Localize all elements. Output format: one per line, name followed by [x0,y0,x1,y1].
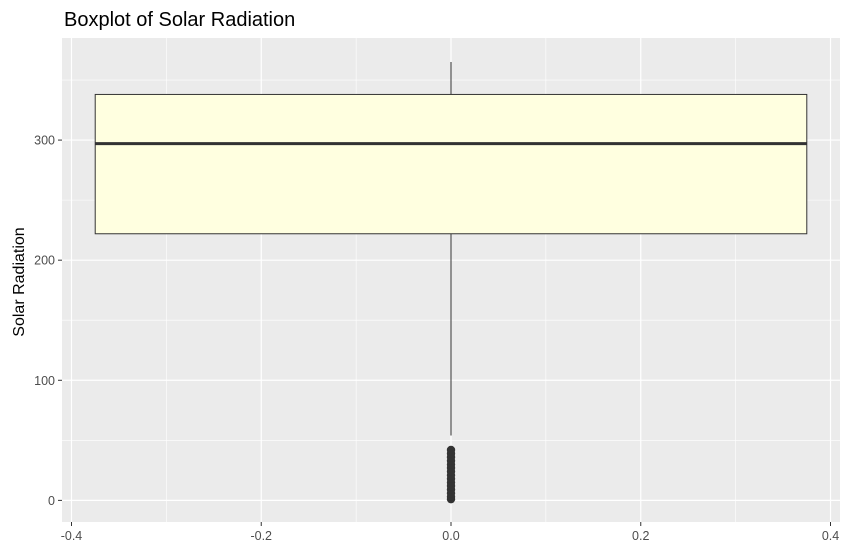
x-tick-label: -0.4 [61,529,83,543]
iqr-box [94,93,808,235]
x-tick-label: 0.0 [442,529,459,543]
axis-ticks: -0.4 -0.2 0.0 0.2 0.4 0 100 200 300 [34,134,839,543]
box-marks [94,62,808,504]
x-tick-label: -0.2 [250,529,272,543]
y-tick-label: 100 [34,374,55,388]
chart-title: Boxplot of Solar Radiation [64,9,295,31]
y-tick-label: 0 [48,494,55,508]
y-tick-label: 200 [34,254,55,268]
y-tick-label: 300 [34,134,55,148]
x-tick-label: 0.2 [632,529,649,543]
x-tick-label: 0.4 [822,529,839,543]
y-axis-label: Solar Radiation [11,227,28,336]
outlier-point [446,445,456,455]
